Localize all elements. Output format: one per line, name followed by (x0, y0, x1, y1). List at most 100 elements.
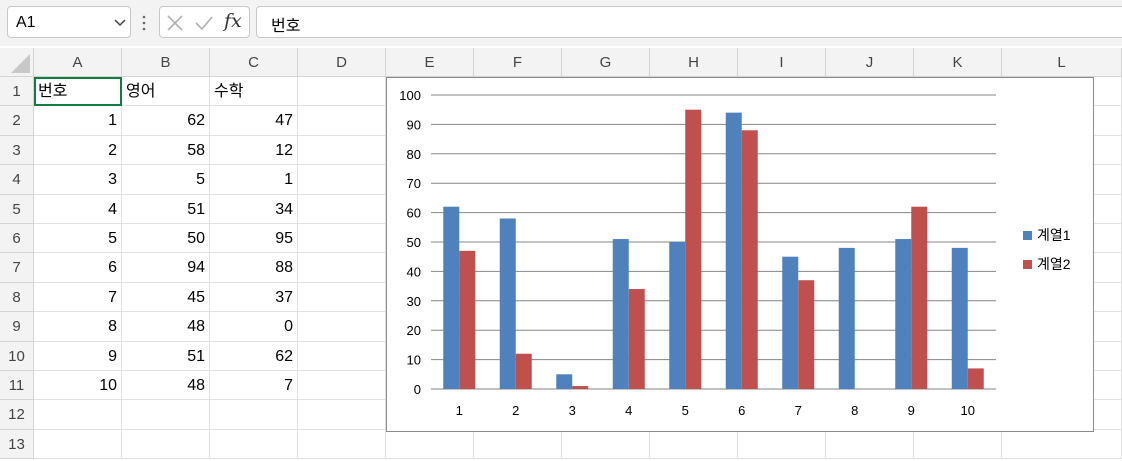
more-options-icon[interactable] (141, 14, 147, 32)
cell-a11[interactable]: 10 (34, 371, 122, 401)
cell-d2[interactable] (298, 106, 386, 136)
row-header-9[interactable]: 9 (0, 312, 34, 342)
column-header-c[interactable]: C (210, 48, 298, 77)
cell-a5[interactable]: 4 (34, 194, 122, 224)
select-all-corner[interactable] (0, 48, 34, 77)
cell-d11[interactable] (298, 371, 386, 401)
row-header-6[interactable]: 6 (0, 224, 34, 254)
column-header-e[interactable]: E (386, 48, 474, 77)
cell-c3[interactable]: 12 (210, 135, 298, 166)
bar-chart[interactable]: 0 10 20 30 40 50 60 70 80 90 100 1 2 3 4 5 6 7 8 9 10 계열1 계열2 (386, 77, 1094, 432)
cell-b5[interactable]: 51 (122, 194, 210, 224)
column-header-k[interactable]: K (914, 48, 1002, 77)
cell-b13[interactable] (122, 429, 210, 460)
cell-b11[interactable]: 48 (122, 371, 210, 401)
cell-a13[interactable] (34, 429, 122, 460)
row-header-10[interactable]: 10 (0, 341, 34, 371)
cell-b12[interactable] (122, 400, 210, 430)
cell-d12[interactable] (298, 400, 386, 430)
cell-c5[interactable]: 34 (210, 194, 298, 224)
cell-b1[interactable]: 영어 (122, 77, 210, 107)
cell-d4[interactable] (298, 165, 386, 195)
column-header-b[interactable]: B (122, 48, 210, 77)
name-box[interactable]: A1 (7, 6, 131, 38)
cell-d5[interactable] (298, 194, 386, 224)
cell-c6[interactable]: 95 (210, 224, 298, 254)
y-tick-label: 80 (407, 147, 421, 162)
legend-label-1: 계열1 (1037, 227, 1071, 243)
column-header-g[interactable]: G (562, 48, 650, 77)
cell-c2[interactable]: 47 (210, 106, 298, 136)
cell-d10[interactable] (298, 341, 386, 371)
cell-d7[interactable] (298, 253, 386, 283)
row-header-5[interactable]: 5 (0, 194, 34, 224)
row-header-12[interactable]: 12 (0, 400, 34, 430)
cell-d6[interactable] (298, 224, 386, 254)
cell-a7[interactable]: 6 (34, 253, 122, 283)
cell-b2[interactable]: 62 (122, 106, 210, 136)
cell-b10[interactable]: 51 (122, 341, 210, 371)
cell-c10[interactable]: 62 (210, 341, 298, 371)
cell-c9[interactable]: 0 (210, 312, 298, 342)
cell-b4[interactable]: 5 (122, 165, 210, 195)
cell-j13[interactable] (826, 429, 914, 460)
cell-c13[interactable] (210, 429, 298, 460)
cell-b3[interactable]: 58 (122, 135, 210, 166)
cell-c11[interactable]: 7 (210, 371, 298, 401)
row-header-3[interactable]: 3 (0, 135, 34, 166)
row-header-11[interactable]: 11 (0, 371, 34, 401)
cell-h13[interactable] (650, 429, 738, 460)
cell-a10[interactable]: 9 (34, 341, 122, 371)
cell-d13[interactable] (298, 429, 386, 460)
row-header-7[interactable]: 7 (0, 253, 34, 283)
chevron-down-icon[interactable] (112, 14, 128, 30)
y-tick-label: 40 (407, 264, 421, 279)
insert-function-icon[interactable]: fx (224, 10, 242, 32)
column-header-l[interactable]: L (1002, 48, 1122, 77)
cell-a2[interactable]: 1 (34, 106, 122, 136)
cancel-icon[interactable] (166, 14, 184, 32)
cell-a1[interactable]: 번호 (34, 77, 122, 107)
row-header-4[interactable]: 4 (0, 165, 34, 195)
cell-g13[interactable] (562, 429, 650, 460)
cell-a9[interactable]: 8 (34, 312, 122, 342)
column-header-a[interactable]: A (34, 48, 122, 77)
cell-c4[interactable]: 1 (210, 165, 298, 195)
formula-buttons: fx (159, 6, 250, 38)
row-header-2[interactable]: 2 (0, 106, 34, 136)
cell-l13[interactable] (1002, 429, 1122, 460)
cell-d1[interactable] (298, 77, 386, 107)
bar-series1-2 (499, 218, 516, 389)
cell-e13[interactable] (386, 429, 474, 460)
cell-c7[interactable]: 88 (210, 253, 298, 283)
cell-a12[interactable] (34, 400, 122, 430)
row-header-8[interactable]: 8 (0, 282, 34, 313)
column-header-j[interactable]: J (826, 48, 914, 77)
cell-a6[interactable]: 5 (34, 224, 122, 254)
check-icon[interactable] (194, 14, 214, 32)
cell-a3[interactable]: 2 (34, 135, 122, 166)
cell-a4[interactable]: 3 (34, 165, 122, 195)
row-header-13[interactable]: 13 (0, 429, 34, 460)
cell-f13[interactable] (474, 429, 562, 460)
cell-d9[interactable] (298, 312, 386, 342)
cell-d3[interactable] (298, 135, 386, 166)
cell-a8[interactable]: 7 (34, 282, 122, 313)
cell-b9[interactable]: 48 (122, 312, 210, 342)
cell-c8[interactable]: 37 (210, 282, 298, 313)
cell-b6[interactable]: 50 (122, 224, 210, 254)
column-header-f[interactable]: F (474, 48, 562, 77)
column-header-h[interactable]: H (650, 48, 738, 77)
cell-i13[interactable] (738, 429, 826, 460)
cell-c12[interactable] (210, 400, 298, 430)
formula-input[interactable]: 번호 (256, 6, 1122, 38)
column-header-i[interactable]: I (738, 48, 826, 77)
select-all-triangle-icon (11, 54, 30, 73)
cell-c1[interactable]: 수학 (210, 77, 298, 107)
row-header-1[interactable]: 1 (0, 77, 34, 107)
cell-b8[interactable]: 45 (122, 282, 210, 313)
cell-b7[interactable]: 94 (122, 253, 210, 283)
cell-d8[interactable] (298, 282, 386, 313)
column-header-d[interactable]: D (298, 48, 386, 77)
cell-k13[interactable] (914, 429, 1002, 460)
